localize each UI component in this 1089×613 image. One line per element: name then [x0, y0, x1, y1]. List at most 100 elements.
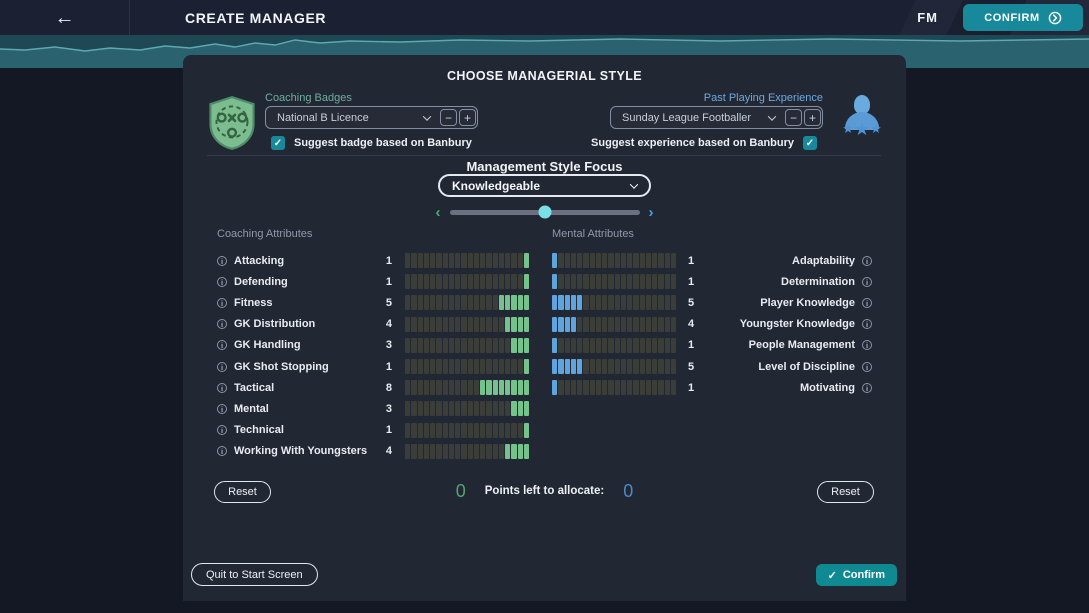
- info-icon[interactable]: i: [217, 382, 227, 393]
- attribute-bar[interactable]: [552, 295, 676, 311]
- reset-mental-button[interactable]: Reset: [817, 481, 874, 503]
- confirm-button-bottom[interactable]: ✓ Confirm: [815, 564, 897, 586]
- bar-segment: [627, 295, 633, 311]
- bar-segment: [411, 380, 417, 396]
- bar-segment: [652, 359, 658, 375]
- bar-segment: [558, 253, 564, 269]
- coaching-badge-dropdown[interactable]: National B Licence: [267, 108, 438, 127]
- bar-segment: [461, 359, 467, 375]
- confirm-button-top[interactable]: CONFIRM: [963, 4, 1083, 31]
- attribute-bar[interactable]: [552, 359, 676, 375]
- info-icon[interactable]: i: [217, 425, 227, 436]
- experience-dropdown[interactable]: Sunday League Footballer: [612, 108, 783, 127]
- info-icon[interactable]: i: [217, 446, 227, 457]
- coaching-badge-decrease-button[interactable]: −: [440, 109, 457, 126]
- experience-increase-button[interactable]: +: [804, 109, 821, 126]
- bar-segment: [455, 443, 461, 459]
- check-icon: ✓: [827, 569, 837, 582]
- info-icon[interactable]: i: [862, 297, 872, 308]
- bar-segment: [448, 422, 454, 438]
- info-icon[interactable]: i: [862, 382, 872, 393]
- bar-segment: [639, 295, 645, 311]
- bar-segment: [448, 380, 454, 396]
- bar-segment: [633, 359, 639, 375]
- info-icon[interactable]: i: [217, 403, 227, 414]
- reset-coaching-button[interactable]: Reset: [214, 481, 271, 503]
- bar-segment: [492, 359, 498, 375]
- bar-segment: [595, 337, 601, 353]
- suggest-experience-checkbox[interactable]: ✓: [803, 136, 817, 150]
- slider-thumb[interactable]: [538, 205, 551, 219]
- info-icon[interactable]: i: [217, 297, 227, 308]
- bar-segment: [467, 359, 473, 375]
- bar-segment: [523, 380, 529, 396]
- info-icon[interactable]: i: [862, 340, 872, 351]
- bar-segment: [430, 295, 436, 311]
- style-focus-dropdown[interactable]: Knowledgeable: [438, 174, 651, 197]
- bar-segment: [405, 316, 411, 332]
- bar-segment: [448, 401, 454, 417]
- attribute-bar[interactable]: [405, 359, 529, 375]
- attribute-label: Mental: [234, 402, 269, 415]
- attribute-bar[interactable]: [405, 337, 529, 353]
- attribute-bar[interactable]: [405, 295, 529, 311]
- bar-segment: [664, 253, 670, 269]
- attribute-bar[interactable]: [405, 401, 529, 417]
- bar-segment: [570, 359, 576, 375]
- bar-segment: [492, 337, 498, 353]
- bar-segment: [517, 337, 523, 353]
- bar-segment: [552, 316, 558, 332]
- info-icon[interactable]: i: [217, 340, 227, 351]
- info-icon[interactable]: i: [862, 255, 872, 266]
- info-icon[interactable]: i: [862, 319, 872, 330]
- coaching-badge-increase-button[interactable]: +: [459, 109, 476, 126]
- bar-segment: [505, 359, 511, 375]
- bar-segment: [614, 295, 620, 311]
- bar-segment: [670, 295, 676, 311]
- info-icon[interactable]: i: [217, 255, 227, 266]
- style-focus-slider-row: ‹ ›: [183, 203, 906, 221]
- bar-segment: [570, 295, 576, 311]
- attribute-bar[interactable]: [552, 316, 676, 332]
- quit-to-start-screen-button[interactable]: Quit to Start Screen: [191, 563, 318, 586]
- info-icon[interactable]: i: [217, 276, 227, 287]
- bar-segment: [467, 443, 473, 459]
- attribute-bar[interactable]: [405, 253, 529, 269]
- bar-segment: [577, 359, 583, 375]
- bar-segment: [505, 401, 511, 417]
- attribute-bar[interactable]: [552, 274, 676, 290]
- slider-left-arrow[interactable]: ‹: [435, 203, 441, 221]
- bar-segment: [442, 380, 448, 396]
- back-button[interactable]: ←: [0, 0, 130, 35]
- attribute-bar[interactable]: [552, 253, 676, 269]
- bar-segment: [461, 443, 467, 459]
- suggest-badge-checkbox[interactable]: ✓: [271, 136, 285, 150]
- experience-decrease-button[interactable]: −: [785, 109, 802, 126]
- attribute-bar[interactable]: [552, 337, 676, 353]
- coaching-attribute-row: i Defending 1: [217, 271, 529, 292]
- bar-segment: [583, 274, 589, 290]
- attribute-bar[interactable]: [552, 380, 676, 396]
- bar-segment: [627, 337, 633, 353]
- bar-segment: [498, 380, 504, 396]
- coaching-attribute-row: i GK Distribution 4: [217, 314, 529, 335]
- bar-segment: [473, 401, 479, 417]
- bar-segment: [486, 359, 492, 375]
- bar-segment: [658, 316, 664, 332]
- attribute-bar[interactable]: [405, 380, 529, 396]
- bar-segment: [467, 295, 473, 311]
- attribute-bar[interactable]: [405, 422, 529, 438]
- info-icon[interactable]: i: [217, 361, 227, 372]
- info-icon[interactable]: i: [217, 319, 227, 330]
- bar-segment: [492, 380, 498, 396]
- mental-attribute-row: 1 Motivating i: [552, 377, 872, 398]
- info-icon[interactable]: i: [862, 361, 872, 372]
- bar-segment: [461, 422, 467, 438]
- attribute-bar[interactable]: [405, 274, 529, 290]
- bar-segment: [608, 274, 614, 290]
- attribute-bar[interactable]: [405, 316, 529, 332]
- style-focus-slider[interactable]: [449, 205, 640, 219]
- attribute-bar[interactable]: [405, 443, 529, 459]
- slider-right-arrow[interactable]: ›: [648, 203, 654, 221]
- info-icon[interactable]: i: [862, 276, 872, 287]
